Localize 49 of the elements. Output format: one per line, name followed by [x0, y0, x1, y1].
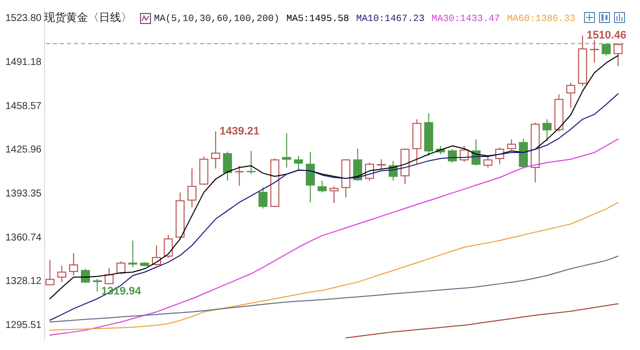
candlestick	[614, 42, 623, 67]
candlestick	[234, 165, 244, 186]
line-series	[345, 303, 619, 338]
y-tick-label: 1458.57	[5, 100, 42, 112]
candlestick	[116, 261, 126, 275]
line-series	[49, 138, 619, 336]
y-tick-label: 1523.80	[5, 13, 42, 24]
annotation: 1510.46	[586, 30, 626, 42]
candlestick	[542, 118, 552, 142]
candlestick	[164, 234, 173, 259]
line-series	[49, 202, 619, 331]
text: MA10:1467.23	[356, 13, 425, 24]
candlestick	[104, 268, 114, 285]
line-series	[49, 55, 619, 300]
candlestick	[602, 42, 611, 56]
candlestick	[92, 278, 102, 292]
y-tick-label: 1425.96	[5, 144, 42, 156]
candlestick	[45, 259, 54, 286]
candlestick	[222, 151, 232, 182]
chart-title: 现货黄金〈日线〉	[44, 11, 132, 24]
candlestick	[330, 186, 338, 204]
text: MA30:1433.47	[432, 13, 500, 24]
legend-title: MA(5,10,30,60,100,200)	[154, 13, 280, 24]
line-series	[49, 93, 619, 321]
y-tick-label: 1360.74	[5, 232, 42, 244]
candlestick	[448, 148, 457, 164]
candlestick	[318, 180, 327, 193]
candlestick	[57, 265, 66, 283]
candlestick	[376, 158, 386, 170]
line-series	[49, 256, 619, 322]
candlestick	[306, 151, 315, 203]
candlestick	[69, 252, 78, 276]
y-tick-label: 1328.12	[5, 276, 42, 288]
candlestick	[211, 130, 220, 169]
annotation: 1439.21	[220, 125, 260, 138]
text: MA60:1386.33	[506, 13, 576, 24]
y-tick-label: 1295.51	[5, 320, 42, 332]
y-tick-label: 1491.18	[5, 57, 42, 68]
candlestick	[518, 138, 528, 169]
candlestick	[128, 240, 138, 268]
y-tick-label: 1393.35	[5, 188, 42, 200]
candlestick	[566, 82, 576, 108]
candlestick	[483, 154, 492, 168]
candlestick	[294, 155, 303, 172]
candlestick	[187, 168, 196, 208]
text: MA5:1495.58	[286, 13, 350, 24]
candlestick	[258, 186, 268, 209]
candlestick	[282, 132, 292, 168]
candlestick	[507, 138, 516, 150]
